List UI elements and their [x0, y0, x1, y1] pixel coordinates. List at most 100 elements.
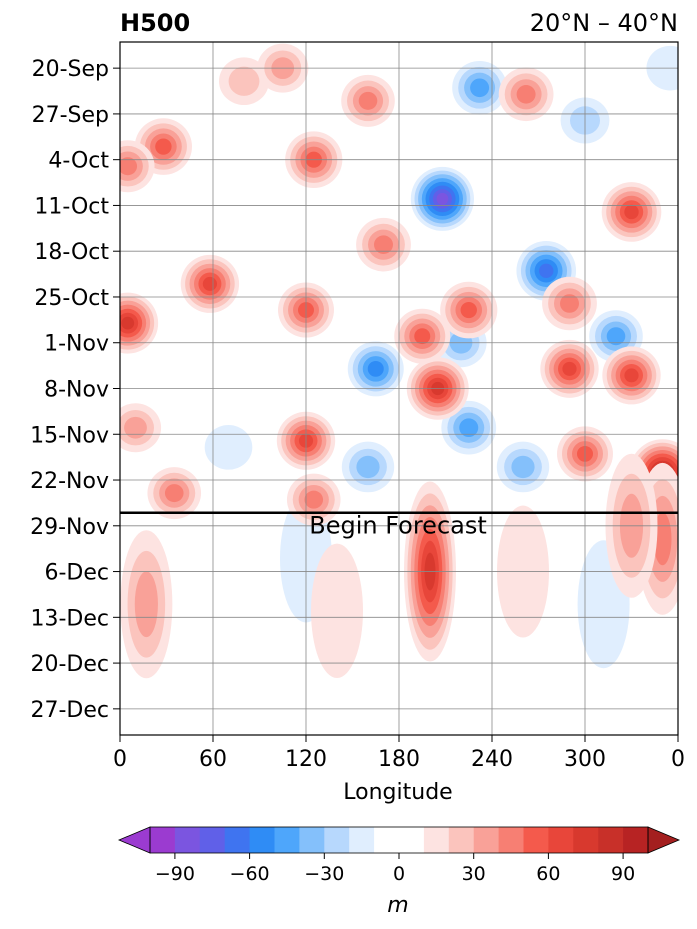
- anomaly-field: [120, 43, 678, 679]
- y-tick-label: 8-Nov: [44, 378, 109, 403]
- anomaly-contour: [624, 368, 639, 383]
- y-tick-label: 11-Oct: [34, 194, 109, 219]
- anomaly-feature: [602, 346, 661, 405]
- colorbar-segment: [150, 827, 176, 853]
- x-tick-label: 0: [671, 747, 685, 772]
- colorbar-extend-low: [117, 826, 151, 854]
- colorbar: −90 −60 −30 0 30 60 90: [117, 826, 681, 885]
- anomaly-feature: [356, 217, 411, 272]
- colorbar-segment: [274, 827, 300, 853]
- anomaly-feature: [498, 67, 554, 122]
- x-axis-label: Longitude: [343, 780, 452, 805]
- colorbar-segment: [498, 827, 524, 853]
- anomaly-feature: [410, 166, 474, 231]
- colorbar-segment: [623, 827, 649, 853]
- colorbar-tick-label: 30: [462, 863, 486, 885]
- y-tick-label: 15-Nov: [30, 423, 109, 448]
- forecast-label: Begin Forecast: [309, 512, 487, 540]
- y-tick-label: 27-Dec: [30, 698, 109, 723]
- colorbar-segment: [199, 827, 226, 853]
- anomaly-feature: [347, 341, 404, 397]
- x-tick-label: 180: [378, 747, 420, 772]
- anomaly-contour: [562, 361, 577, 376]
- y-tick-label: 22-Nov: [30, 469, 109, 494]
- anomaly-contour: [539, 263, 554, 279]
- anomaly-contour: [155, 138, 172, 155]
- colorbar-segment: [324, 827, 350, 853]
- y-tick-label: 1-Nov: [44, 332, 109, 357]
- anomaly-contour: [164, 484, 184, 503]
- anomaly-feature: [204, 425, 253, 470]
- colorbar-segment: [473, 827, 500, 853]
- x-axis: 0 60 120 180 240 300 0: [113, 735, 685, 772]
- y-tick-label: 18-Oct: [34, 240, 109, 265]
- anomaly-feature: [341, 74, 395, 127]
- anomaly-feature: [120, 403, 162, 453]
- colorbar-segment: [573, 827, 599, 853]
- anomaly-contour: [311, 543, 363, 678]
- colorbar-tick-label: 90: [611, 863, 635, 885]
- anomaly-contour: [204, 425, 253, 470]
- x-tick-label: 300: [564, 747, 606, 772]
- x-tick-label: 240: [471, 747, 513, 772]
- anomaly-contour: [436, 192, 449, 205]
- anomaly-contour: [134, 571, 158, 638]
- anomaly-feature: [219, 57, 269, 106]
- anomaly-contour: [124, 416, 147, 439]
- y-tick-label: 4-Oct: [48, 149, 109, 174]
- anomaly-contour: [460, 301, 477, 319]
- anomaly-contour: [121, 316, 135, 330]
- anomaly-contour: [228, 66, 260, 96]
- anomaly-feature: [311, 543, 363, 678]
- anomaly-feature: [440, 281, 498, 339]
- x-tick-label: 60: [199, 747, 227, 772]
- colorbar-tick-label: 60: [536, 863, 560, 885]
- anomaly-contour: [356, 455, 380, 479]
- anomaly-feature: [601, 182, 662, 242]
- anomaly-contour: [511, 455, 535, 479]
- anomaly-feature: [496, 441, 550, 493]
- anomaly-feature: [341, 441, 395, 493]
- colorbar-segment: [598, 827, 624, 853]
- anomaly-contour: [414, 328, 431, 345]
- colorbar-segment: [548, 827, 574, 853]
- y-tick-label: 20-Sep: [32, 57, 109, 82]
- colorbar-segment: [174, 827, 201, 853]
- colorbar-label: m: [387, 893, 408, 918]
- anomaly-contour: [367, 360, 384, 377]
- y-tick-label: 25-Oct: [34, 286, 109, 311]
- chart-title-right: 20°N – 40°N: [530, 9, 678, 37]
- y-tick-label: 6-Dec: [44, 561, 109, 586]
- anomaly-contour: [560, 294, 579, 313]
- chart-title-left: H500: [120, 9, 190, 37]
- anomaly-feature: [180, 254, 240, 313]
- colorbar-extend-high: [647, 826, 681, 854]
- colorbar-tick-label: −30: [304, 863, 344, 885]
- x-tick-label: 0: [113, 747, 127, 772]
- anomaly-contour: [358, 91, 378, 110]
- colorbar-tick-label: −60: [230, 863, 270, 885]
- anomaly-feature: [120, 530, 173, 679]
- anomaly-contour: [374, 235, 393, 254]
- y-axis: 20-Sep 27-Sep 4-Oct 11-Oct 18-Oct 25-Oct 1-Nov…: [30, 57, 120, 723]
- colorbar-segment: [299, 827, 325, 853]
- colorbar-segment: [448, 827, 475, 853]
- anomaly-feature: [542, 276, 597, 331]
- anomaly-feature: [120, 140, 155, 193]
- colorbar-tick-label: 0: [393, 863, 405, 885]
- colorbar-segment: [224, 827, 251, 853]
- anomaly-feature: [120, 292, 159, 354]
- anomaly-feature: [147, 467, 202, 520]
- anomaly-feature: [452, 60, 507, 115]
- anomaly-contour: [304, 490, 324, 509]
- anomaly-contour: [120, 157, 138, 176]
- colorbar-tick-label: −90: [155, 863, 195, 885]
- anomaly-feature: [394, 308, 451, 364]
- x-tick-label: 120: [285, 747, 327, 772]
- anomaly-contour: [624, 204, 639, 220]
- y-tick-label: 27-Sep: [32, 103, 109, 128]
- colorbar-segment: [349, 827, 375, 853]
- colorbar-segment: [423, 827, 450, 853]
- colorbar-segment: [374, 827, 425, 853]
